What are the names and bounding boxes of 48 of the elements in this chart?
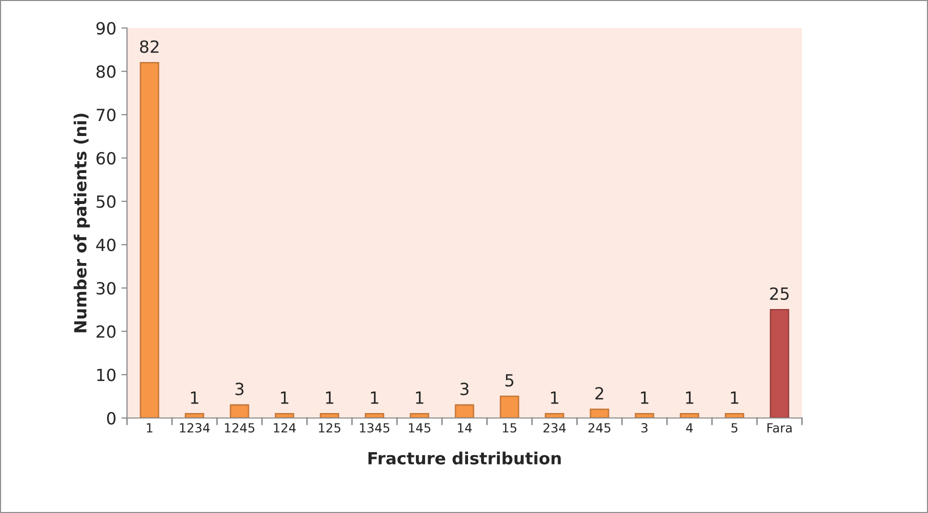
x-tick-label: 125 bbox=[318, 423, 340, 433]
bar bbox=[500, 396, 520, 418]
data-label: 1 bbox=[641, 392, 648, 404]
data-label: 1 bbox=[191, 392, 198, 404]
data-label: 2 bbox=[595, 386, 604, 400]
y-tick-label: 90 bbox=[96, 22, 116, 35]
bar bbox=[140, 62, 160, 418]
bar bbox=[230, 404, 250, 418]
data-label: 3 bbox=[460, 382, 468, 396]
bar bbox=[770, 308, 790, 418]
bar bbox=[590, 408, 610, 418]
x-tick-label: Fara bbox=[767, 423, 792, 433]
data-label: 25 bbox=[770, 287, 789, 300]
x-tick-label: 3 bbox=[641, 423, 648, 433]
x-tick-label: 1 bbox=[146, 423, 152, 432]
y-tick-label: 20 bbox=[96, 325, 116, 338]
data-label: 82 bbox=[140, 40, 158, 53]
y-tick-label: 30 bbox=[96, 282, 116, 295]
x-tick-label: 145 bbox=[408, 423, 430, 433]
y-axis-title: Number of patients (ni) bbox=[74, 114, 90, 332]
x-tick-label: 245 bbox=[588, 423, 610, 433]
data-label: 5 bbox=[505, 374, 514, 387]
data-label: 3 bbox=[235, 382, 244, 396]
y-tick-label: 0 bbox=[107, 412, 116, 425]
data-label: 1 bbox=[416, 392, 424, 404]
x-tick-label: 234 bbox=[543, 423, 566, 433]
x-axis-title: Fracture distribution bbox=[368, 452, 561, 465]
data-label: 1 bbox=[731, 392, 738, 404]
y-tick-label: 60 bbox=[96, 152, 116, 165]
data-label: 1 bbox=[686, 392, 694, 404]
data-label: 1 bbox=[551, 392, 558, 404]
x-tick-label: 124 bbox=[274, 423, 296, 432]
y-tick-label: 80 bbox=[96, 65, 116, 78]
x-tick-label: 15 bbox=[502, 423, 516, 433]
x-tick-label: 4 bbox=[686, 423, 693, 432]
bar bbox=[454, 404, 474, 418]
data-label: 1 bbox=[281, 392, 288, 404]
y-tick-label: 10 bbox=[97, 368, 116, 382]
x-tick-label: 1345 bbox=[360, 423, 390, 433]
y-tick-label: 50 bbox=[96, 195, 116, 208]
x-tick-label: 14 bbox=[458, 423, 472, 432]
x-tick-label: 1234 bbox=[180, 423, 210, 433]
data-label: 1 bbox=[371, 392, 378, 404]
y-tick-label: 40 bbox=[96, 238, 116, 252]
data-label: 1 bbox=[326, 392, 334, 404]
y-tick-label: 70 bbox=[96, 108, 116, 122]
x-tick-label: 5 bbox=[731, 423, 738, 433]
x-tick-label: 1245 bbox=[224, 423, 254, 433]
